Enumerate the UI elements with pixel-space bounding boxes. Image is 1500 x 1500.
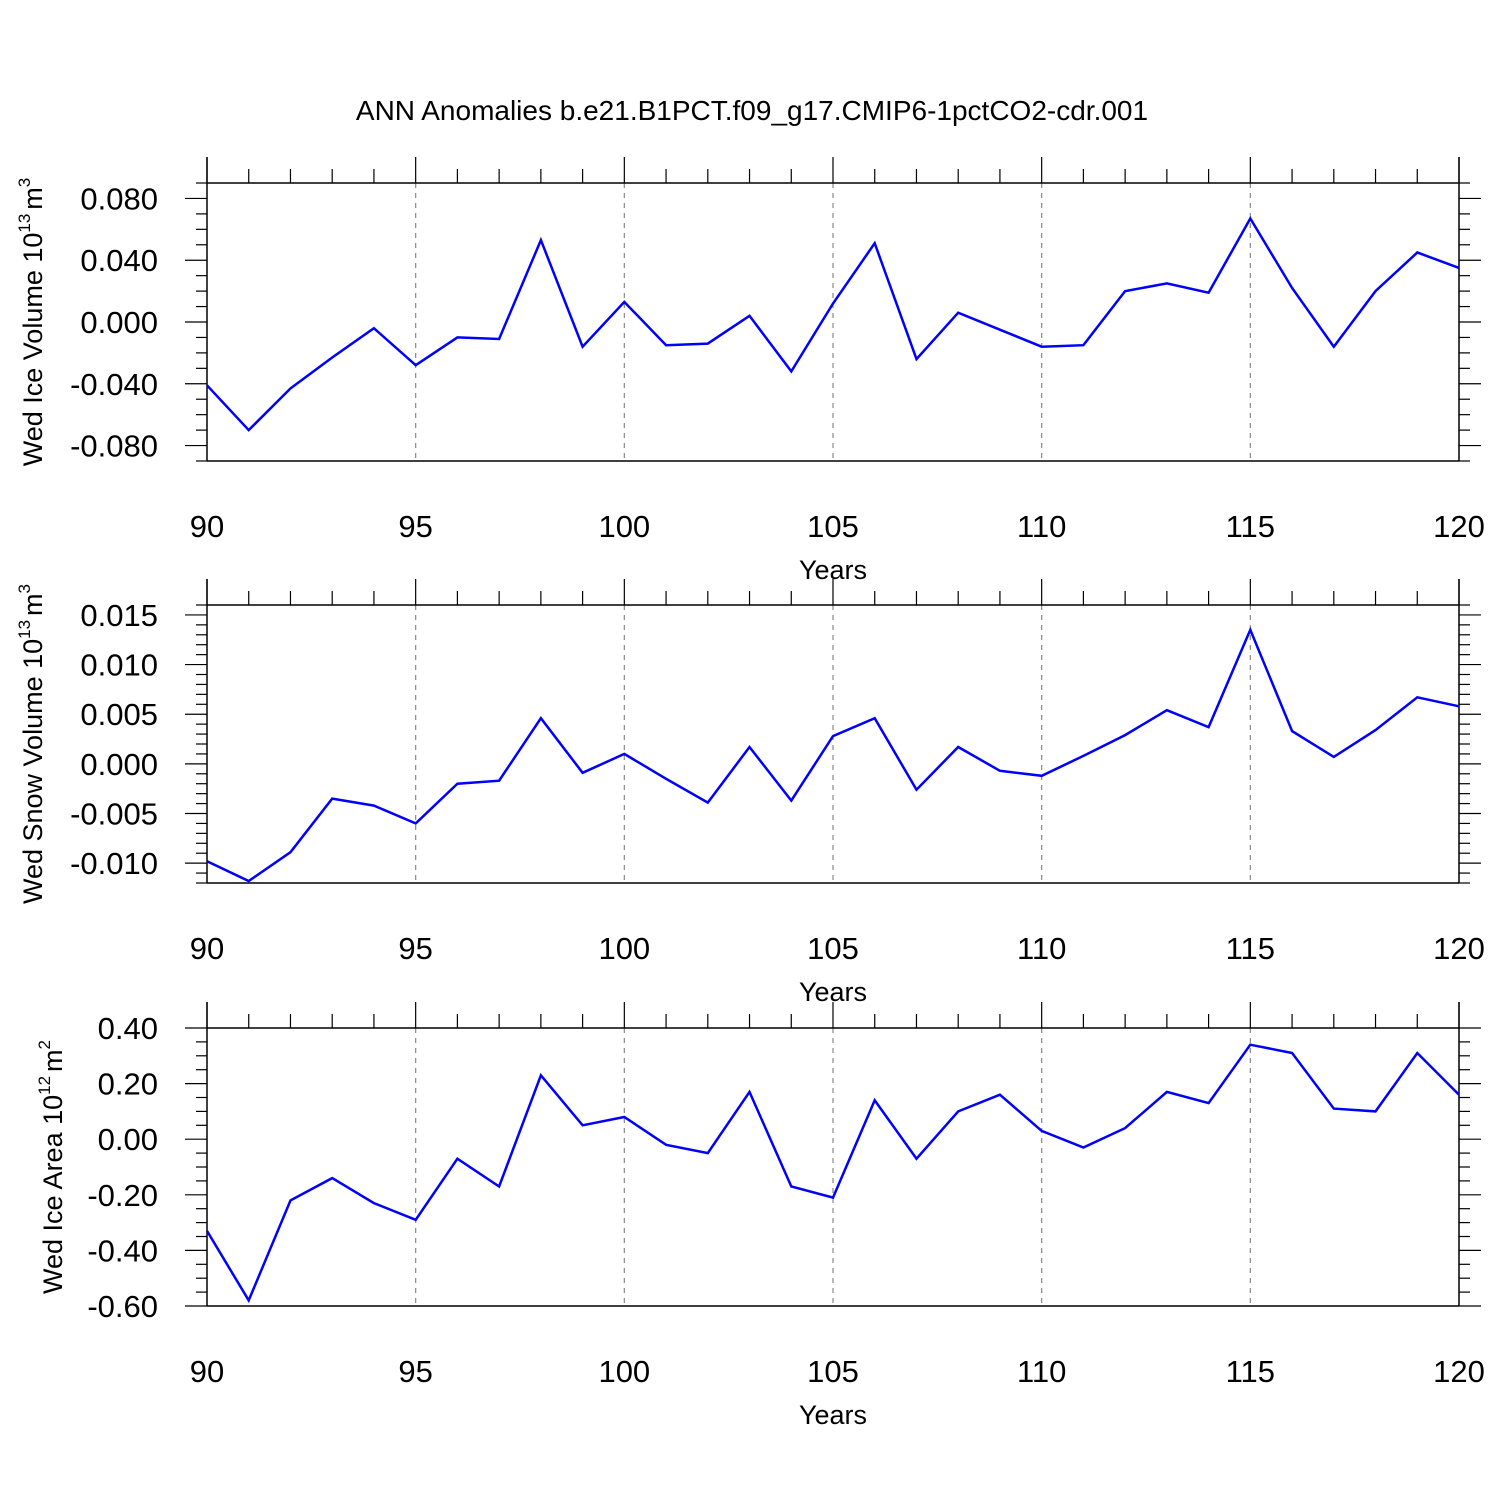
y-tick-label: -0.010: [70, 846, 158, 881]
x-tick-label: 105: [807, 1354, 859, 1389]
x-tick-label: 115: [1226, 509, 1275, 544]
y-tick-label: -0.080: [70, 429, 158, 464]
x-tick-label: 90: [190, 1354, 224, 1389]
y-tick-label: 0.015: [80, 598, 158, 633]
y-axis-label-unit-exponent: 3: [15, 178, 34, 187]
x-tick-label: 90: [190, 931, 224, 966]
x-tick-label: 120: [1433, 509, 1485, 544]
x-tick-label: 100: [598, 931, 650, 966]
y-tick-label: -0.005: [70, 797, 158, 832]
y-tick-label: -0.40: [87, 1233, 158, 1268]
series-line: [205, 1043, 1460, 1304]
y-axis-label-exponent: 12: [35, 1076, 54, 1095]
x-tick-label: 110: [1017, 931, 1066, 966]
chart-panel-3: -0.60 -0.40 -0.20 0.00 0.20 0.40 90 95 100 105 110…: [35, 1002, 1485, 1430]
x-tick-label: 100: [598, 509, 650, 544]
x-tick-label: 95: [398, 509, 432, 544]
x-tick-label: 105: [807, 509, 859, 544]
series-line: [206, 216, 1460, 432]
y-tick-label: 0.00: [98, 1122, 158, 1157]
y-tick-label: 0.080: [80, 181, 158, 216]
x-tick-label: 115: [1226, 931, 1275, 966]
y-tick-label: 0.40: [98, 1011, 158, 1046]
series-line: [206, 626, 1460, 883]
x-tick-label: 105: [807, 931, 859, 966]
chart-panel-2: -0.010 -0.005 0.000 0.005 0.010 0.015 90 95 100 1…: [15, 579, 1485, 1007]
chart-panel-1: -0.080 -0.040 0.000 0.040 0.080 90 95 100 105 110…: [15, 157, 1485, 585]
y-axis-label-unit: m: [38, 1049, 68, 1072]
x-tick-label: 95: [398, 931, 432, 966]
y-tick-label: 0.005: [80, 697, 158, 732]
y-axis-label-unit-exponent: 2: [35, 1040, 54, 1049]
y-axis-label-text: Wed Ice Area 10: [38, 1095, 68, 1294]
y-axis-label: Wed Ice Area 1012 m2: [35, 1040, 68, 1294]
x-axis-label: Years: [799, 1400, 867, 1430]
x-tick-label: 100: [598, 1354, 650, 1389]
x-tick-label: 120: [1433, 1354, 1485, 1389]
y-tick-label: 0.040: [80, 243, 158, 278]
x-tick-label: 120: [1433, 931, 1485, 966]
y-axis-label-unit: m: [18, 593, 48, 616]
figure-title: ANN Anomalies b.e21.B1PCT.f09_g17.CMIP6-…: [356, 95, 1148, 126]
y-tick-label: -0.60: [87, 1289, 158, 1324]
x-tick-label: 95: [398, 1354, 432, 1389]
y-axis-label: Wed Ice Volume 1013 m3: [15, 178, 48, 467]
y-axis-label-text: Wed Snow Volume 10: [18, 639, 48, 904]
y-axis-label-exponent: 13: [15, 214, 34, 233]
y-tick-label: 0.20: [98, 1067, 158, 1102]
y-axis-label-text: Wed Ice Volume 10: [18, 233, 48, 467]
y-axis-label-unit: m: [18, 187, 48, 210]
y-tick-label: 0.000: [80, 747, 158, 782]
y-axis-label: Wed Snow Volume 1013 m3: [15, 584, 48, 904]
x-tick-label: 90: [190, 509, 224, 544]
y-tick-label: -0.040: [70, 367, 158, 402]
y-axis-label-exponent: 13: [15, 620, 34, 639]
x-tick-label: 110: [1017, 1354, 1066, 1389]
y-tick-label: 0.010: [80, 648, 158, 683]
y-tick-label: -0.20: [87, 1178, 158, 1213]
y-tick-label: 0.000: [80, 305, 158, 340]
y-axis-label-unit-exponent: 3: [15, 584, 34, 593]
x-tick-label: 110: [1017, 509, 1066, 544]
x-tick-label: 115: [1226, 1354, 1275, 1389]
panels: -0.080 -0.040 0.000 0.040 0.080 90 95 100 105 110…: [15, 157, 1485, 1430]
